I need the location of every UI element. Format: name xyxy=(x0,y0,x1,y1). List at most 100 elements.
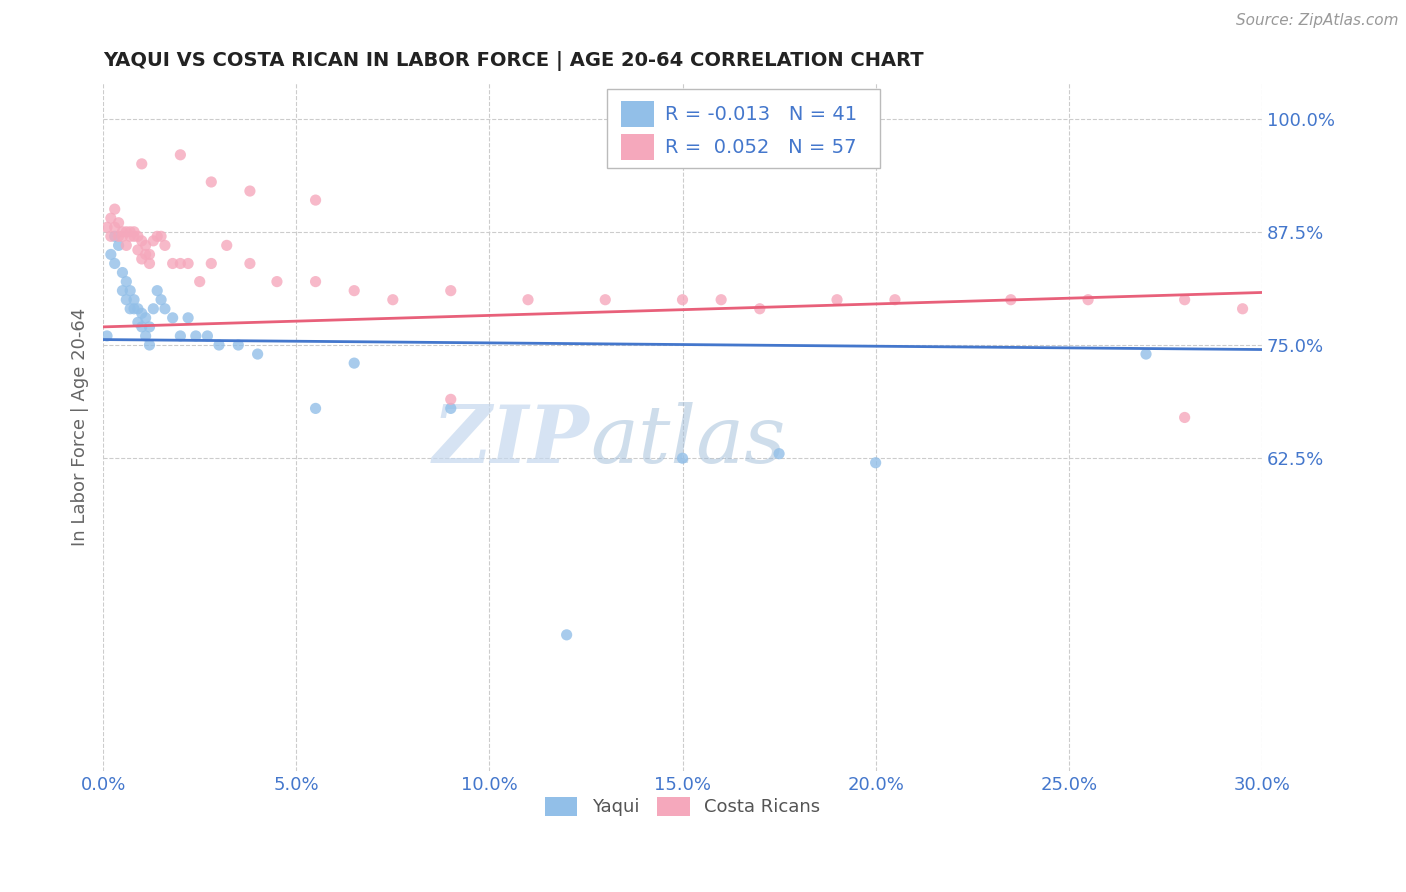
Point xyxy=(748,301,770,316)
Point xyxy=(131,252,153,266)
Point xyxy=(884,293,907,307)
Point xyxy=(115,293,138,307)
Point xyxy=(115,275,138,289)
Point xyxy=(153,238,176,252)
Point xyxy=(1174,293,1197,307)
Point xyxy=(122,293,145,307)
Point xyxy=(768,447,790,461)
Point xyxy=(131,234,153,248)
Point xyxy=(169,329,191,343)
Point xyxy=(135,310,157,325)
Bar xyxy=(621,101,654,127)
Point xyxy=(197,329,219,343)
Point xyxy=(104,256,127,270)
Text: R =  0.052   N = 57: R = 0.052 N = 57 xyxy=(665,137,856,157)
Point xyxy=(111,266,134,280)
Point xyxy=(107,229,129,244)
Point xyxy=(138,319,160,334)
Point xyxy=(215,238,238,252)
Point xyxy=(127,315,149,329)
Point xyxy=(107,238,129,252)
Point xyxy=(131,306,153,320)
Point xyxy=(100,229,122,244)
Point xyxy=(111,229,134,244)
Point xyxy=(104,202,127,216)
Point xyxy=(440,401,463,416)
Point xyxy=(131,157,153,171)
Point xyxy=(593,293,616,307)
Point xyxy=(343,284,366,298)
Point xyxy=(153,301,176,316)
Point xyxy=(208,338,231,352)
Point xyxy=(440,284,463,298)
Point xyxy=(188,275,211,289)
FancyBboxPatch shape xyxy=(607,89,880,169)
Point xyxy=(381,293,404,307)
Point xyxy=(246,347,269,361)
Point xyxy=(146,229,169,244)
Point xyxy=(107,216,129,230)
Point xyxy=(100,247,122,261)
Point xyxy=(343,356,366,370)
Point xyxy=(138,256,160,270)
Point xyxy=(304,275,326,289)
Point xyxy=(825,293,848,307)
Point xyxy=(120,284,142,298)
Point xyxy=(104,229,127,244)
Text: atlas: atlas xyxy=(589,401,785,479)
Point xyxy=(104,220,127,235)
Point xyxy=(146,284,169,298)
Point xyxy=(111,284,134,298)
Point xyxy=(266,275,288,289)
Point xyxy=(120,229,142,244)
Text: Source: ZipAtlas.com: Source: ZipAtlas.com xyxy=(1236,13,1399,29)
Point xyxy=(865,456,887,470)
Point xyxy=(135,247,157,261)
Point xyxy=(135,329,157,343)
Point xyxy=(150,229,173,244)
Point xyxy=(184,329,207,343)
Point xyxy=(138,338,160,352)
Point xyxy=(127,301,149,316)
Point xyxy=(142,301,165,316)
Point xyxy=(135,238,157,252)
Point xyxy=(1232,301,1254,316)
Point xyxy=(517,293,540,307)
Point xyxy=(239,184,262,198)
Point xyxy=(122,229,145,244)
Point xyxy=(96,220,118,235)
Point xyxy=(100,211,122,226)
Y-axis label: In Labor Force | Age 20-64: In Labor Force | Age 20-64 xyxy=(72,308,89,546)
Point xyxy=(122,301,145,316)
Text: R = -0.013   N = 41: R = -0.013 N = 41 xyxy=(665,104,858,123)
Point xyxy=(131,319,153,334)
Point xyxy=(239,256,262,270)
Point xyxy=(138,247,160,261)
Point xyxy=(177,256,200,270)
Point xyxy=(96,329,118,343)
Point xyxy=(671,451,693,466)
Point xyxy=(440,392,463,407)
Point xyxy=(115,238,138,252)
Point xyxy=(200,256,222,270)
Point xyxy=(122,225,145,239)
Point xyxy=(127,243,149,257)
Point xyxy=(142,234,165,248)
Point xyxy=(177,310,200,325)
Point xyxy=(162,310,184,325)
Point xyxy=(111,225,134,239)
Point xyxy=(162,256,184,270)
Point xyxy=(1135,347,1157,361)
Point xyxy=(1077,293,1099,307)
Point xyxy=(200,175,222,189)
Point xyxy=(120,301,142,316)
Point xyxy=(710,293,733,307)
Point xyxy=(120,225,142,239)
Point xyxy=(1174,410,1197,425)
Point xyxy=(1000,293,1022,307)
Legend: Yaqui, Costa Ricans: Yaqui, Costa Ricans xyxy=(537,789,828,823)
Text: ZIP: ZIP xyxy=(433,401,589,479)
Point xyxy=(304,401,326,416)
Point xyxy=(671,293,693,307)
Text: YAQUI VS COSTA RICAN IN LABOR FORCE | AGE 20-64 CORRELATION CHART: YAQUI VS COSTA RICAN IN LABOR FORCE | AG… xyxy=(103,51,924,70)
